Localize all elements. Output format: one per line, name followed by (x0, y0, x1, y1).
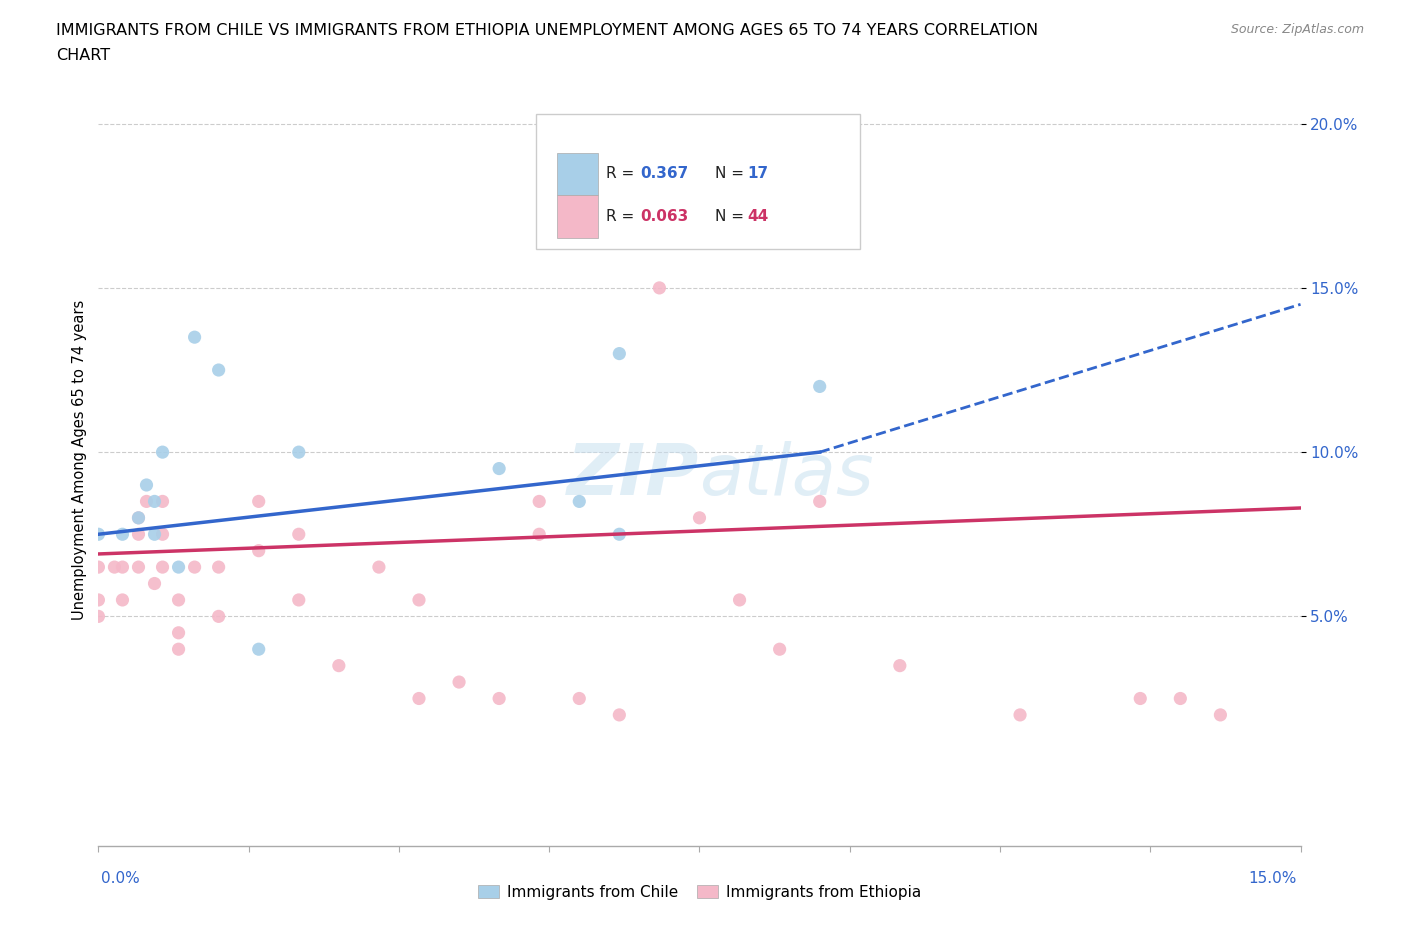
Legend: Immigrants from Chile, Immigrants from Ethiopia: Immigrants from Chile, Immigrants from E… (474, 880, 925, 904)
Point (208, 609, 231, 624)
Text: N =: N = (714, 166, 748, 181)
Text: 44: 44 (747, 209, 768, 224)
Point (87, 560, 110, 575)
Point (167, 625, 190, 640)
Point (183, 330, 205, 345)
Text: R =: R = (606, 209, 640, 224)
Point (288, 445, 311, 459)
Text: ZIP: ZIP (567, 442, 699, 511)
Point (609, 708, 631, 723)
Point (609, 526, 631, 541)
Point (152, 526, 174, 541)
Point (488, 691, 510, 706)
Point (167, 592, 190, 607)
Y-axis label: Unemployment Among Ages 65 to 74 years: Unemployment Among Ages 65 to 74 years (72, 300, 87, 620)
Point (143, 576, 166, 591)
Point (152, 445, 174, 459)
Point (143, 526, 166, 541)
Point (1170, 691, 1192, 706)
Point (328, 658, 350, 673)
Text: IMMIGRANTS FROM CHILE VS IMMIGRANTS FROM ETHIOPIA UNEMPLOYMENT AMONG AGES 65 TO : IMMIGRANTS FROM CHILE VS IMMIGRANTS FROM… (56, 23, 1039, 38)
Point (408, 691, 430, 706)
Point (87, 609, 110, 624)
Point (111, 592, 134, 607)
Text: 0.063: 0.063 (640, 209, 689, 224)
Point (183, 560, 205, 575)
Point (87, 592, 110, 607)
Point (568, 494, 591, 509)
Point (111, 526, 134, 541)
Point (152, 494, 174, 509)
Text: Source: ZipAtlas.com: Source: ZipAtlas.com (1230, 23, 1364, 36)
Point (1129, 691, 1152, 706)
Point (447, 674, 470, 689)
Point (808, 494, 831, 509)
Point (889, 658, 911, 673)
Text: N =: N = (714, 209, 748, 224)
Text: atlas: atlas (699, 442, 875, 511)
Point (529, 526, 551, 541)
Text: 15.0%: 15.0% (1249, 871, 1296, 886)
Text: 0.0%: 0.0% (101, 871, 141, 886)
Point (488, 461, 510, 476)
Point (247, 642, 270, 657)
Point (135, 494, 157, 509)
Point (408, 592, 430, 607)
Point (152, 560, 174, 575)
Point (247, 494, 270, 509)
Point (208, 560, 231, 575)
Point (208, 363, 231, 378)
Point (167, 560, 190, 575)
Point (135, 477, 157, 492)
Text: CHART: CHART (56, 48, 110, 63)
Point (568, 691, 591, 706)
Text: 0.367: 0.367 (640, 166, 689, 181)
Text: 17: 17 (747, 166, 768, 181)
Point (87, 526, 110, 541)
Point (688, 511, 710, 525)
Point (111, 560, 134, 575)
Point (648, 281, 671, 296)
Point (1010, 708, 1032, 723)
Point (288, 526, 311, 541)
Point (167, 642, 190, 657)
Text: R =: R = (606, 166, 640, 181)
Point (728, 592, 751, 607)
Point (128, 560, 150, 575)
Point (529, 494, 551, 509)
Point (768, 642, 790, 657)
Point (288, 592, 311, 607)
Point (128, 511, 150, 525)
Point (1209, 708, 1232, 723)
Point (808, 379, 831, 394)
Point (368, 560, 391, 575)
Point (128, 511, 150, 525)
Point (247, 543, 270, 558)
Point (609, 346, 631, 361)
Point (143, 494, 166, 509)
Point (128, 526, 150, 541)
Point (103, 560, 125, 575)
